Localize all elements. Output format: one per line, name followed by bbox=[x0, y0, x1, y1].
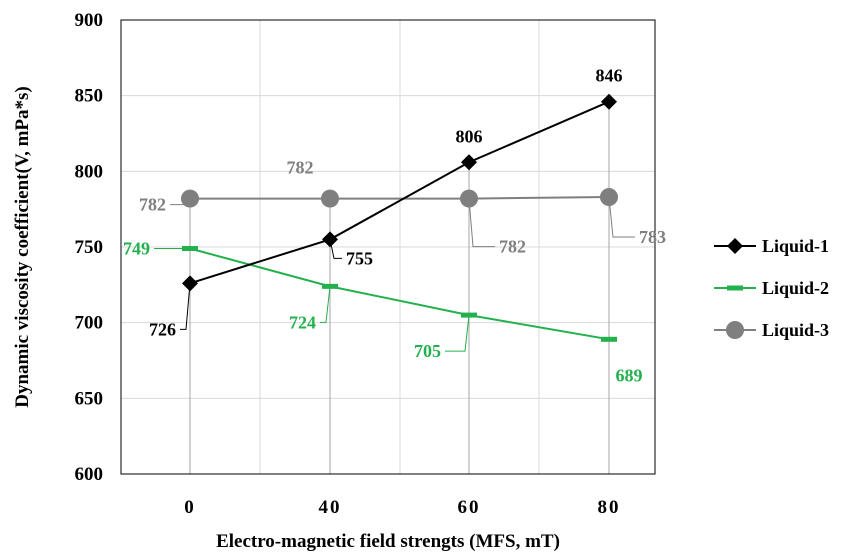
data-label: 705 bbox=[414, 341, 441, 361]
legend-label: Liquid-1 bbox=[762, 236, 829, 256]
series-line-liquid-3 bbox=[190, 196, 610, 200]
x-axis-title: Electro-magnetic field strengts (MFS, mT… bbox=[216, 531, 560, 552]
data-label: 724 bbox=[289, 312, 316, 332]
x-tick-label: 60 bbox=[458, 497, 481, 518]
leader-line bbox=[468, 198, 495, 248]
dash-marker bbox=[601, 336, 617, 342]
data-label: 783 bbox=[639, 227, 666, 247]
legend: Liquid-1 Liquid-2 Liquid-3 bbox=[714, 236, 829, 340]
y-tick-label: 900 bbox=[75, 10, 104, 31]
data-label: 755 bbox=[346, 248, 373, 268]
plot-area-border bbox=[120, 19, 656, 475]
data-label: 806 bbox=[456, 126, 483, 146]
dash-marker bbox=[727, 285, 743, 291]
x-tick-label: 0 bbox=[184, 497, 196, 518]
y-tick-label: 650 bbox=[75, 388, 104, 409]
data-label: 689 bbox=[616, 365, 643, 385]
y-tick-label: 850 bbox=[75, 86, 104, 107]
circle-marker bbox=[321, 189, 339, 208]
x-axis-ticks: 0 40 60 80 bbox=[184, 497, 621, 518]
leader-line bbox=[608, 197, 635, 238]
legend-label: Liquid-2 bbox=[762, 278, 829, 298]
series-line-liquid-1 bbox=[189, 100, 610, 285]
x-tick-label: 80 bbox=[598, 497, 621, 518]
legend-label: Liquid-3 bbox=[762, 320, 829, 340]
y-tick-label: 750 bbox=[75, 237, 104, 258]
leader-line bbox=[329, 239, 342, 259]
data-label: 782 bbox=[287, 158, 314, 178]
data-label: 782 bbox=[139, 195, 166, 215]
diamond-marker bbox=[601, 93, 617, 110]
leader-line bbox=[445, 315, 470, 352]
data-labels: 726 755 806 846 749 724 705 689 782 782 782 783 bbox=[123, 66, 666, 386]
data-label: 782 bbox=[499, 237, 526, 257]
y-tick-label: 600 bbox=[75, 464, 104, 485]
leader-line bbox=[170, 198, 191, 206]
data-label: 846 bbox=[596, 66, 623, 86]
data-label: 726 bbox=[149, 319, 176, 339]
x-tick-label: 40 bbox=[319, 497, 342, 518]
series-layer bbox=[181, 93, 618, 342]
data-label: 749 bbox=[123, 239, 150, 259]
leader-line bbox=[180, 283, 191, 330]
leader-line bbox=[320, 286, 331, 323]
y-axis-title: Dynamic viscosity coefficient(V, mPa*s) bbox=[12, 86, 33, 408]
y-tick-label: 800 bbox=[75, 161, 104, 182]
diamond-marker bbox=[727, 238, 743, 254]
y-tick-label: 700 bbox=[75, 313, 104, 334]
series-line-liquid-2 bbox=[189, 247, 610, 341]
diamond-marker bbox=[461, 154, 477, 171]
circle-marker bbox=[726, 321, 744, 339]
y-axis-ticks: 600 650 700 750 800 850 900 bbox=[75, 10, 104, 485]
